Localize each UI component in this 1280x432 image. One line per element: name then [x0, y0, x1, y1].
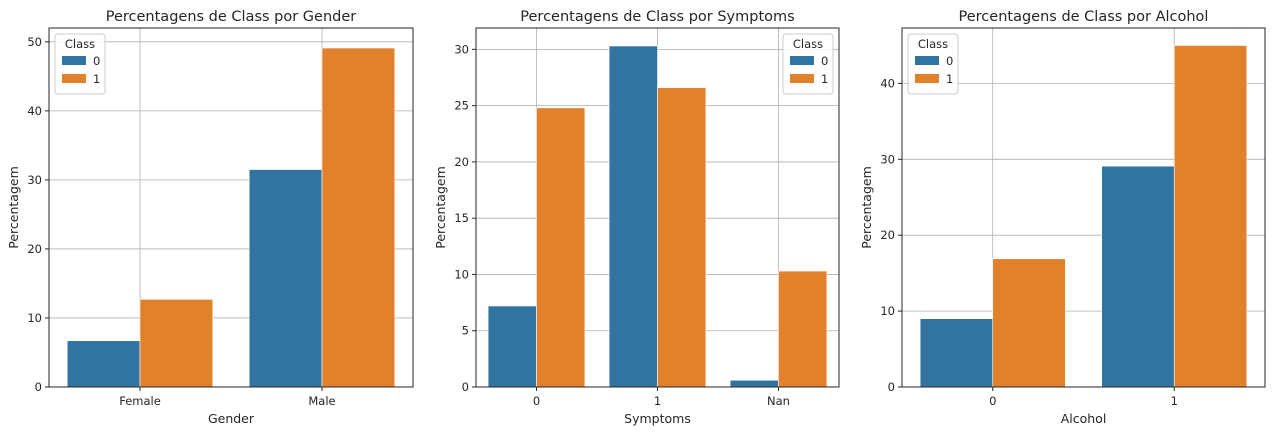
legend-swatch-class-0 [915, 56, 939, 65]
x-tick-label: 0 [989, 394, 996, 408]
legend-title: Class [65, 37, 95, 51]
x-tick-label: Male [308, 394, 335, 408]
legend-label: 0 [93, 54, 100, 68]
y-tick-label: 10 [454, 267, 469, 281]
y-tick-label: 5 [462, 324, 469, 338]
bar-class-1-0 [536, 107, 586, 388]
x-tick-label: Female [119, 394, 161, 408]
y-axis-label: Percentagem [859, 166, 874, 249]
legend-label: 1 [821, 72, 828, 86]
plot-frame [901, 27, 1266, 388]
y-tick-label: 40 [880, 76, 895, 90]
x-tick-label: Nan [767, 394, 790, 408]
bar-class-1-1 [1173, 45, 1248, 388]
bar-class-0-1 [1101, 165, 1175, 388]
legend: Class 0 1 [907, 33, 959, 95]
x-tick-label: 1 [654, 394, 661, 408]
y-tick-label: 20 [27, 242, 42, 256]
bar-class-1-female [139, 299, 214, 388]
legend-swatch-class-0 [790, 56, 814, 65]
chart-title: Percentagens de Class por Alcohol [959, 9, 1209, 25]
x-axis-label: Symptoms [624, 411, 691, 426]
legend-label: 1 [93, 72, 100, 86]
y-axis-label: Percentagem [433, 166, 448, 249]
legend-swatch-class-1 [790, 74, 814, 83]
legend-label: 0 [821, 54, 828, 68]
x-tick-label: 1 [1171, 394, 1178, 408]
bar-class-0-female [66, 340, 141, 388]
bar-class-0-male [248, 169, 323, 388]
legend-title: Class [918, 37, 948, 51]
y-axis-label: Percentagem [6, 166, 21, 249]
legend-label: 0 [946, 54, 953, 68]
bar-class-1-male [321, 47, 396, 388]
legend: Class 0 1 [54, 33, 106, 95]
x-tick-label: 0 [533, 394, 540, 408]
legend: Class 0 1 [782, 33, 834, 95]
y-tick-label: 10 [880, 304, 895, 318]
legend-swatch-class-1 [62, 74, 86, 83]
legend-title: Class [793, 37, 823, 51]
plot-frame [48, 27, 414, 388]
bar-class-1-nan [778, 270, 828, 388]
legend-swatch-class-0 [62, 56, 86, 65]
y-tick-label: 15 [454, 211, 469, 225]
x-axis-label: Alcohol [1061, 411, 1107, 426]
bar-class-0-0 [919, 318, 994, 388]
y-tick-label: 0 [462, 380, 469, 394]
legend-swatch-class-1 [915, 74, 939, 83]
y-tick-label: 25 [454, 99, 469, 113]
bar-class-0-nan [729, 379, 779, 388]
x-axis-label: Gender [208, 411, 255, 426]
y-tick-label: 30 [880, 152, 895, 166]
y-tick-label: 0 [888, 380, 895, 394]
y-tick-label: 20 [880, 228, 895, 242]
chart-title: Percentagens de Class por Gender [106, 9, 357, 25]
y-tick-label: 50 [27, 35, 42, 49]
y-tick-label: 30 [27, 173, 42, 187]
y-tick-label: 0 [35, 380, 42, 394]
y-tick-label: 20 [454, 155, 469, 169]
bar-class-0-0 [487, 305, 537, 388]
y-tick-label: 40 [27, 104, 42, 118]
bar-class-1-0 [992, 258, 1066, 388]
y-tick-label: 10 [27, 311, 42, 325]
y-tick-label: 30 [454, 42, 469, 56]
chart-title: Percentagens de Class por Symptoms [520, 9, 794, 25]
bar-class-1-1 [657, 87, 707, 388]
legend-label: 1 [946, 72, 953, 86]
bar-class-0-1 [608, 45, 658, 388]
